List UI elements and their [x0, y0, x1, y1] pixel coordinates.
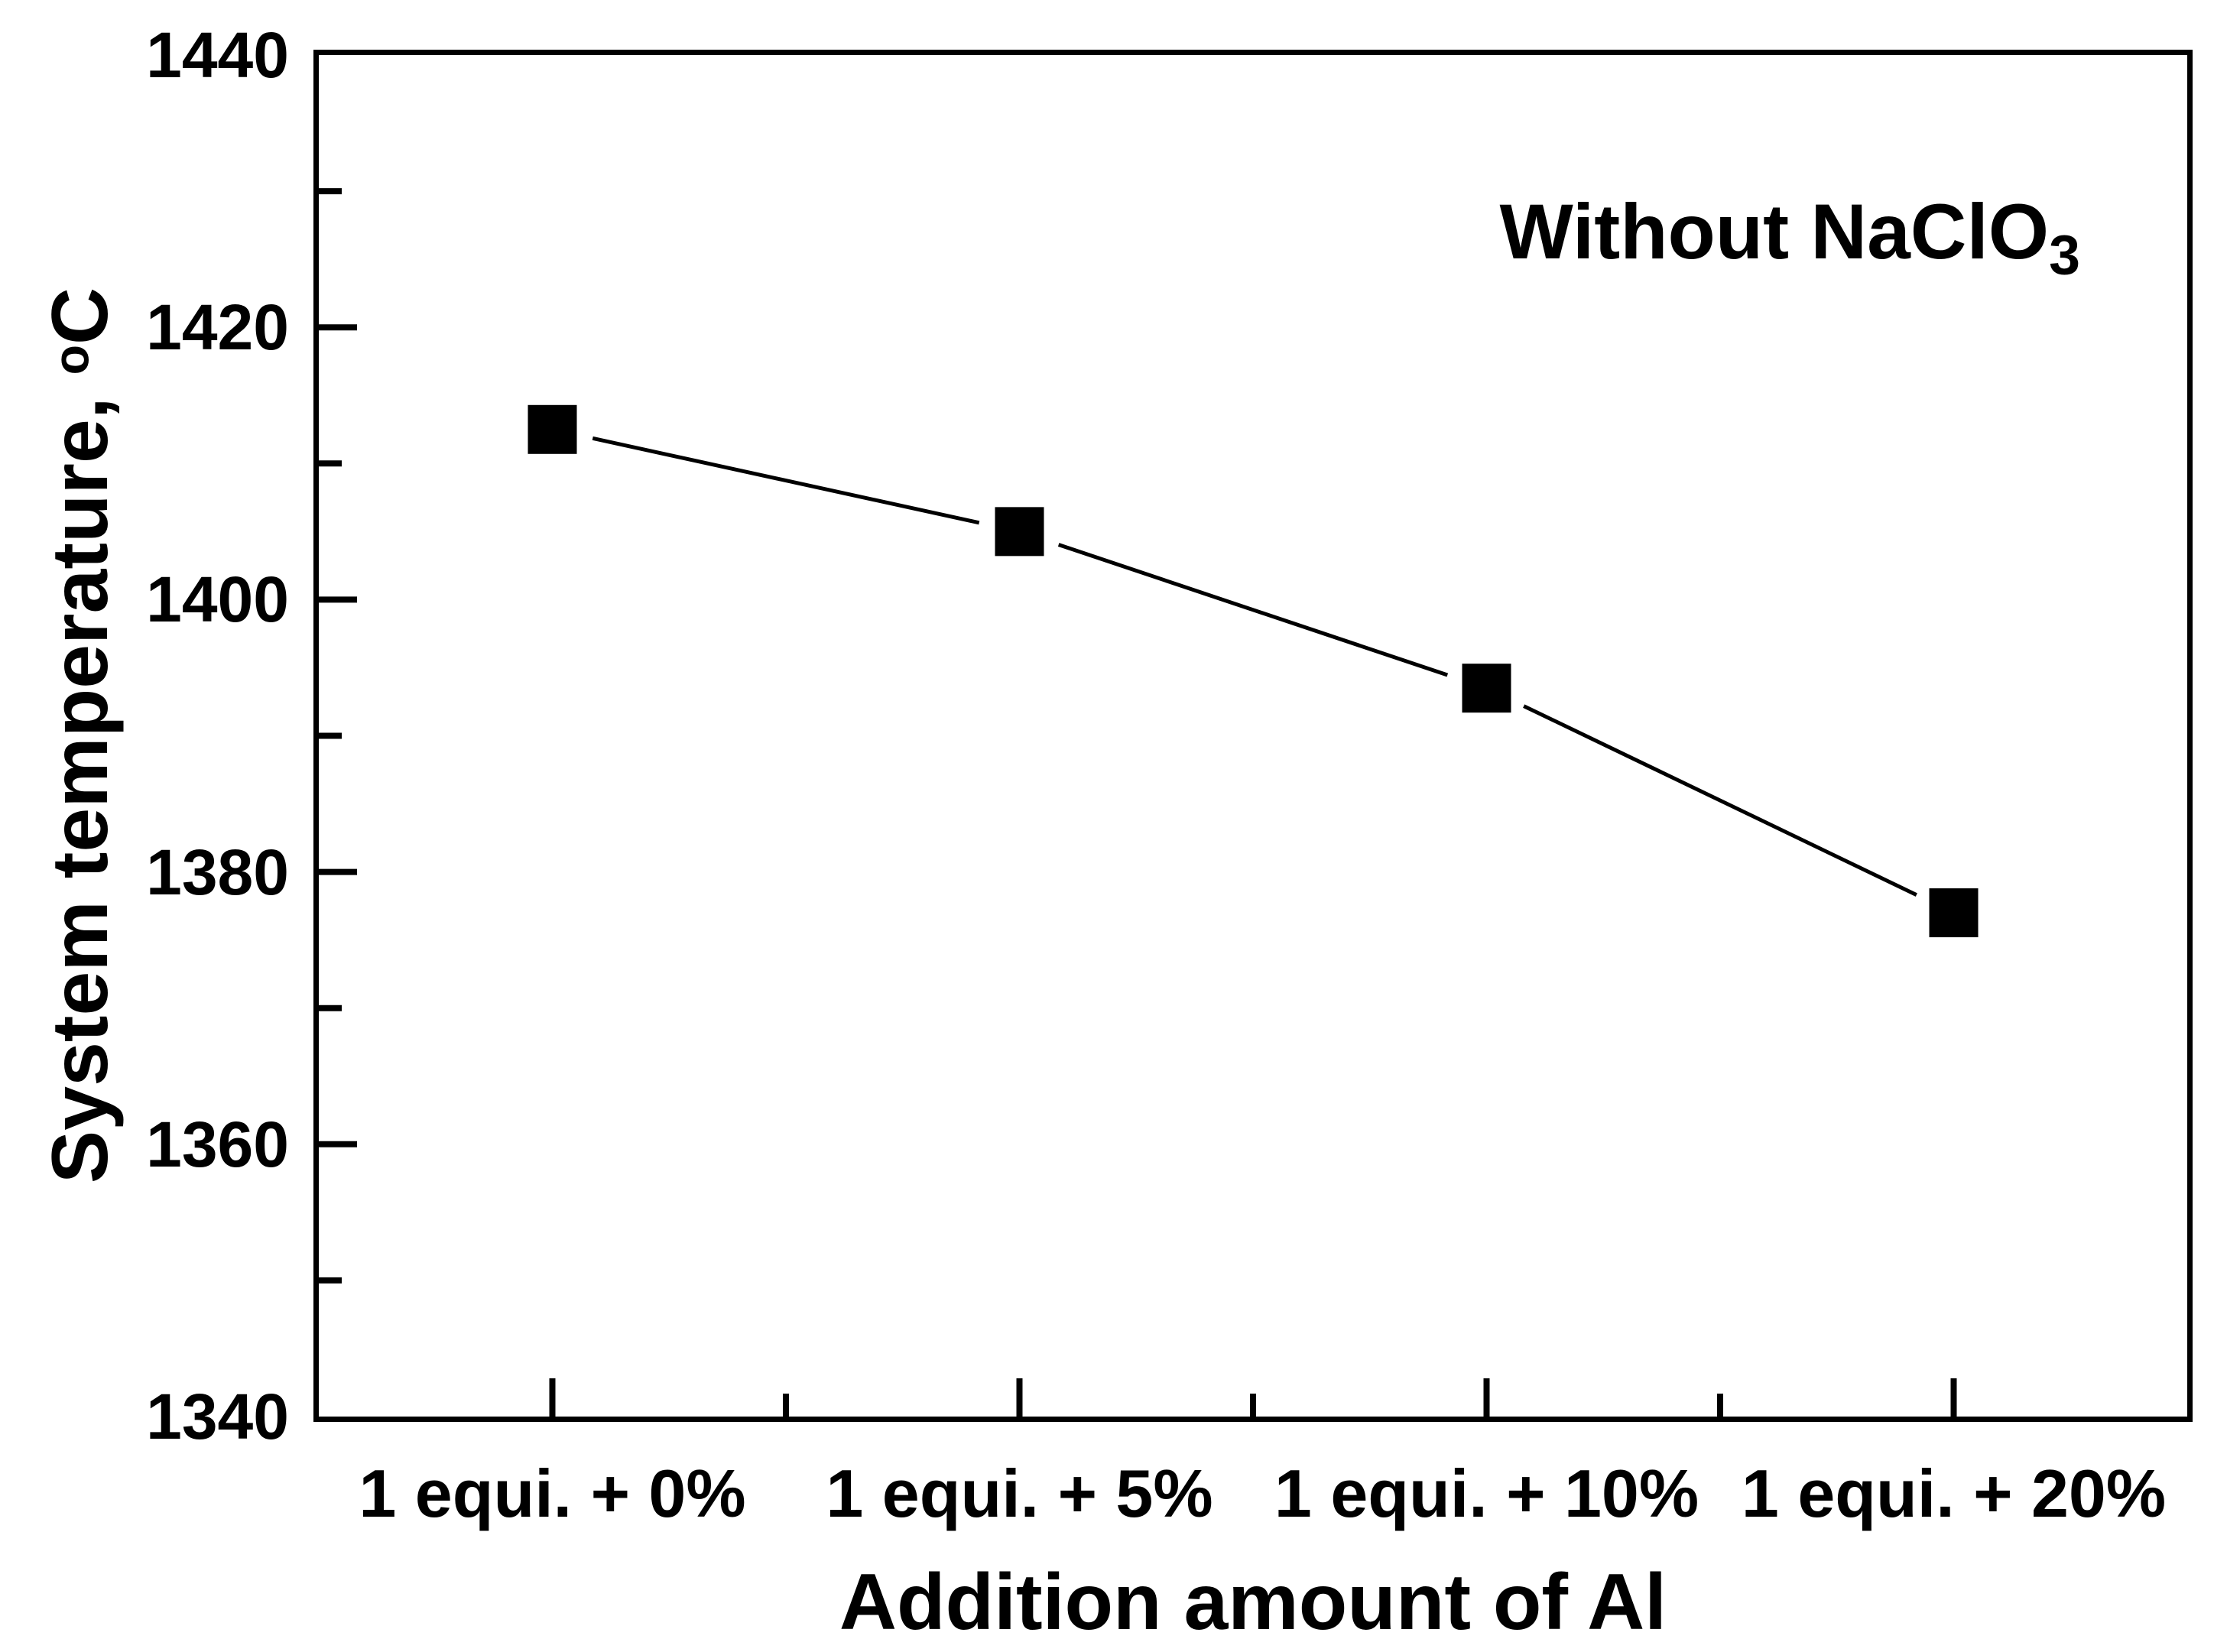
annotation-text: Without NaClO — [1499, 188, 2050, 275]
y-tick-label: 1360 — [146, 1108, 289, 1180]
plot-canvas — [319, 188, 1979, 1417]
series-line-segment — [1523, 704, 1917, 897]
data-point-marker — [995, 507, 1044, 557]
x-tick-label: 1 equi. + 0% — [359, 1456, 746, 1531]
x-tick-label: 1 equi. + 10% — [1274, 1456, 1699, 1531]
annotation-subscript: 3 — [2049, 223, 2080, 287]
series-line-segment — [592, 436, 980, 525]
y-tick-label: 1420 — [146, 291, 289, 364]
x-axis-title: Addition amount of Al — [839, 1558, 1667, 1647]
data-point-marker — [1929, 888, 1979, 938]
data-point-marker — [528, 404, 577, 454]
x-tick-label: 1 equi. + 20% — [1741, 1456, 2167, 1531]
annotation-without-naclo3: Without NaClO3 — [1500, 193, 2080, 283]
series-line-segment — [1057, 543, 1449, 677]
y-tick-label: 1380 — [146, 836, 289, 908]
data-point-marker — [1462, 664, 1511, 713]
y-axis-title-unit: C — [36, 287, 125, 345]
plot-area: Without NaClO3 — [313, 50, 2193, 1422]
y-axis-title: System temperature, oC — [34, 196, 126, 1274]
y-tick-label: 1400 — [146, 563, 289, 636]
x-tick-label: 1 equi. + 5% — [826, 1456, 1213, 1531]
y-tick-label: 1340 — [146, 1381, 289, 1452]
y-axis-title-text: System temperature, — [36, 375, 125, 1184]
y-tick-label: 1440 — [146, 19, 289, 91]
degree-superscript: o — [44, 344, 99, 375]
